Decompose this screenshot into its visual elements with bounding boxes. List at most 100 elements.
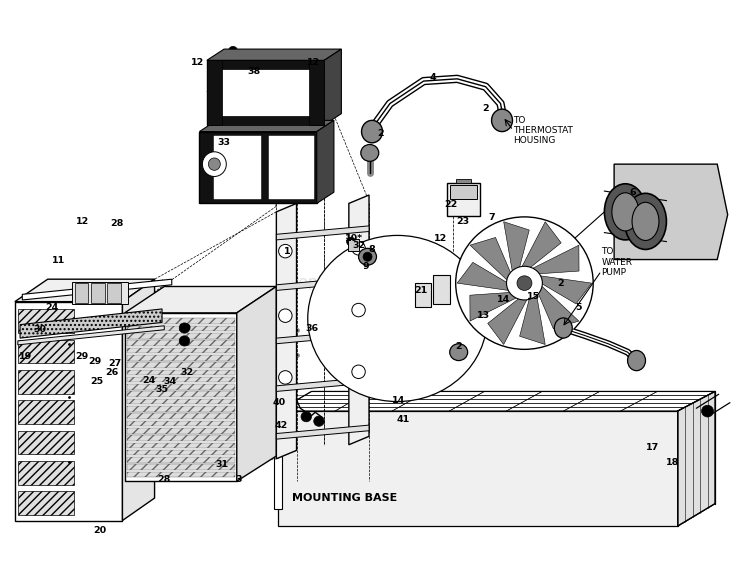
Ellipse shape [361, 144, 379, 161]
Text: 34: 34 [163, 377, 176, 386]
Ellipse shape [517, 276, 532, 290]
FancyBboxPatch shape [127, 333, 235, 339]
FancyBboxPatch shape [18, 491, 74, 515]
Polygon shape [521, 222, 561, 268]
Text: 36: 36 [305, 324, 318, 333]
Text: 25: 25 [91, 377, 104, 386]
Polygon shape [207, 116, 324, 125]
FancyBboxPatch shape [127, 428, 235, 434]
Polygon shape [276, 330, 369, 343]
Ellipse shape [352, 303, 365, 317]
Text: 17: 17 [646, 443, 659, 452]
FancyBboxPatch shape [127, 457, 235, 462]
Ellipse shape [209, 158, 220, 170]
Polygon shape [207, 60, 324, 125]
Polygon shape [348, 239, 358, 251]
Polygon shape [276, 226, 369, 240]
FancyBboxPatch shape [127, 326, 235, 332]
Text: 13: 13 [477, 311, 490, 320]
Text: 15: 15 [526, 292, 540, 301]
Ellipse shape [506, 266, 542, 300]
Text: 12: 12 [190, 58, 204, 67]
Ellipse shape [278, 371, 292, 384]
Text: 5: 5 [575, 303, 581, 312]
Polygon shape [207, 60, 222, 125]
Ellipse shape [229, 46, 238, 55]
Text: 11: 11 [53, 256, 65, 265]
Text: 20: 20 [94, 526, 106, 535]
Text: 18: 18 [666, 458, 679, 467]
FancyBboxPatch shape [18, 400, 74, 424]
Polygon shape [200, 131, 316, 204]
Polygon shape [678, 391, 715, 526]
Text: 41: 41 [397, 415, 410, 424]
FancyBboxPatch shape [127, 399, 235, 404]
Polygon shape [124, 313, 237, 481]
FancyBboxPatch shape [127, 472, 235, 477]
FancyBboxPatch shape [127, 355, 235, 360]
Ellipse shape [278, 244, 292, 258]
Text: 40: 40 [273, 398, 286, 407]
FancyBboxPatch shape [127, 377, 235, 382]
Text: 32: 32 [352, 241, 365, 250]
Ellipse shape [278, 309, 292, 323]
Ellipse shape [314, 416, 324, 426]
Polygon shape [504, 222, 530, 272]
Text: 23: 23 [457, 217, 470, 226]
FancyBboxPatch shape [127, 391, 235, 397]
FancyBboxPatch shape [18, 461, 74, 484]
Ellipse shape [612, 193, 639, 231]
Polygon shape [237, 287, 276, 481]
Ellipse shape [352, 241, 365, 255]
Polygon shape [269, 136, 314, 199]
Text: 2: 2 [482, 104, 489, 113]
Ellipse shape [358, 248, 376, 265]
Polygon shape [433, 275, 450, 305]
Text: 1: 1 [284, 246, 290, 255]
Ellipse shape [491, 109, 512, 131]
Polygon shape [15, 302, 122, 521]
Polygon shape [122, 279, 154, 521]
Text: 12: 12 [434, 233, 448, 243]
Text: 30: 30 [34, 325, 46, 334]
Polygon shape [72, 282, 128, 305]
Polygon shape [200, 120, 334, 131]
Text: 31: 31 [215, 460, 229, 469]
Polygon shape [107, 283, 121, 303]
FancyBboxPatch shape [18, 310, 74, 333]
FancyBboxPatch shape [127, 347, 235, 353]
Ellipse shape [352, 365, 365, 378]
Text: 7: 7 [488, 213, 495, 222]
Text: 12: 12 [307, 58, 320, 67]
Polygon shape [470, 292, 518, 321]
Text: 14: 14 [497, 296, 510, 305]
Polygon shape [276, 377, 369, 391]
Ellipse shape [179, 323, 190, 333]
Ellipse shape [450, 343, 468, 360]
Polygon shape [15, 279, 154, 302]
FancyBboxPatch shape [127, 443, 235, 448]
Polygon shape [74, 283, 88, 303]
FancyBboxPatch shape [127, 319, 235, 324]
Text: 35: 35 [155, 385, 169, 394]
Polygon shape [532, 245, 579, 274]
FancyBboxPatch shape [127, 362, 235, 368]
Text: 14: 14 [392, 396, 406, 406]
FancyBboxPatch shape [127, 464, 235, 470]
Ellipse shape [632, 202, 659, 240]
Text: 39: 39 [178, 324, 191, 333]
Polygon shape [274, 417, 281, 509]
Text: ereplacementparts.com: ereplacementparts.com [284, 275, 466, 289]
Text: 42: 42 [275, 421, 288, 430]
FancyBboxPatch shape [127, 384, 235, 390]
Polygon shape [214, 136, 262, 199]
Ellipse shape [604, 184, 646, 240]
Text: 6: 6 [629, 188, 636, 197]
Text: 24: 24 [142, 376, 156, 385]
Polygon shape [222, 63, 321, 122]
FancyBboxPatch shape [127, 435, 235, 441]
Text: TO
WATER
PUMP: TO WATER PUMP [602, 248, 632, 277]
Ellipse shape [346, 237, 355, 246]
Text: 2: 2 [557, 279, 563, 288]
Polygon shape [276, 425, 369, 439]
